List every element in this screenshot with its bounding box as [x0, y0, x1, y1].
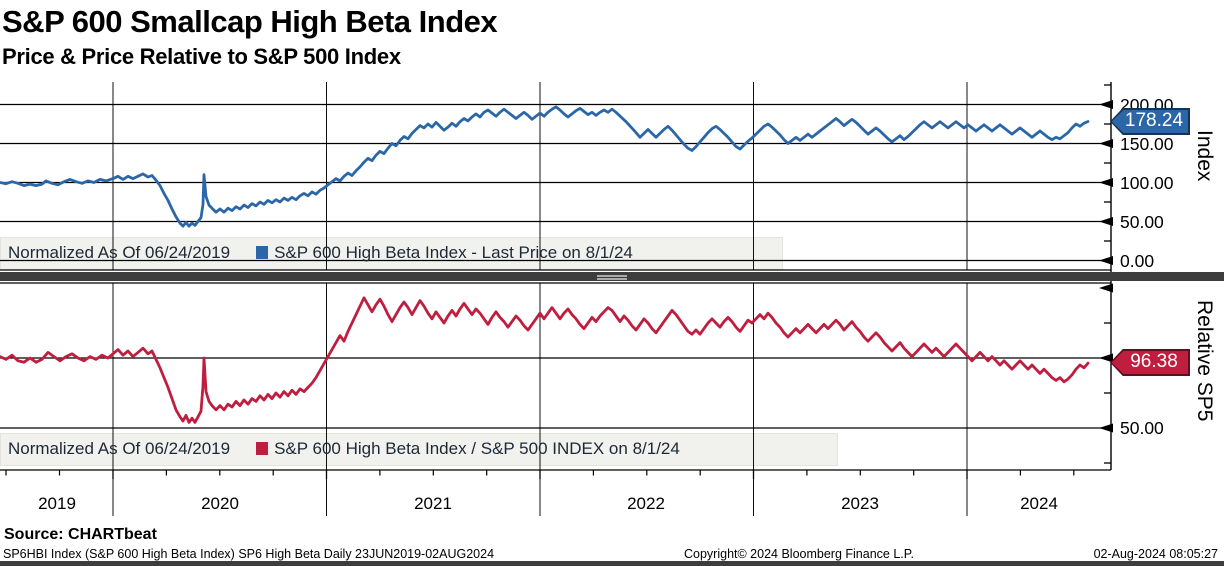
divider-grip-icon[interactable] — [597, 278, 627, 280]
x-axis-year-label: 2023 — [841, 494, 879, 513]
y-axis-tick-label: 100.00 — [1120, 172, 1174, 193]
footer-copyright: Copyright© 2024 Bloomberg Finance L.P. — [684, 547, 914, 561]
y-axis-tick-label: 150.00 — [1120, 133, 1174, 154]
footer-timestamp: 02-Aug-2024 08:05:27 — [1093, 547, 1218, 561]
bottom-legend: Normalized As Of 06/24/2019 S&P 600 High… — [0, 433, 844, 464]
x-axis-year-label: 2019 — [38, 494, 76, 513]
bottom-axis-title: Relative SP5 — [1193, 300, 1216, 422]
page-title: S&P 600 Smallcap High Beta Index — [2, 4, 498, 39]
blue-series-swatch-icon — [256, 246, 269, 259]
bottom-legend-series-label[interactable]: S&P 600 High Beta Index / S&P 500 INDEX … — [274, 438, 680, 458]
footer-security-info: SP6HBI Index (S&P 600 High Beta Index) S… — [3, 547, 495, 561]
x-axis-year-label: 2024 — [1020, 494, 1058, 513]
x-axis-year-label: 2020 — [201, 494, 239, 513]
top-legend-series-label[interactable]: S&P 600 High Beta Index - Last Price on … — [274, 242, 633, 262]
last-price-tag-index-value: 178.24 — [1111, 109, 1189, 134]
bottom-legend-normalized-label: Normalized As Of 06/24/2019 — [8, 438, 231, 458]
bottom-legend-box — [0, 433, 838, 466]
y-axis-tick-label: 0.00 — [1120, 250, 1155, 271]
top-legend-box — [0, 237, 783, 270]
divider-grip-icon[interactable] — [597, 275, 627, 277]
y-axis-tick-label: 50.00 — [1120, 418, 1164, 438]
x-axis-year-label: 2021 — [414, 494, 452, 513]
page-subtitle: Price & Price Relative to S&P 500 Index — [2, 44, 401, 69]
top-legend-normalized-label: Normalized As Of 06/24/2019 — [8, 242, 231, 262]
last-price-tag-relative-value: 96.38 — [1111, 350, 1189, 375]
source-label: Source: CHARTbeat — [4, 526, 157, 543]
panel-divider[interactable] — [0, 272, 1224, 281]
x-axis-year-label: 2022 — [627, 494, 665, 513]
top-legend: Normalized As Of 06/24/2019 S&P 600 High… — [0, 237, 789, 268]
bottom-bar — [0, 561, 1224, 566]
red-series-swatch-icon — [256, 442, 269, 455]
top-axis-title: Index — [1193, 130, 1216, 182]
last-price-tag-relative[interactable]: 96.38 — [1110, 349, 1190, 376]
last-price-tag-index[interactable]: 178.24 — [1110, 108, 1190, 135]
y-axis-tick-label: 50.00 — [1120, 211, 1164, 232]
